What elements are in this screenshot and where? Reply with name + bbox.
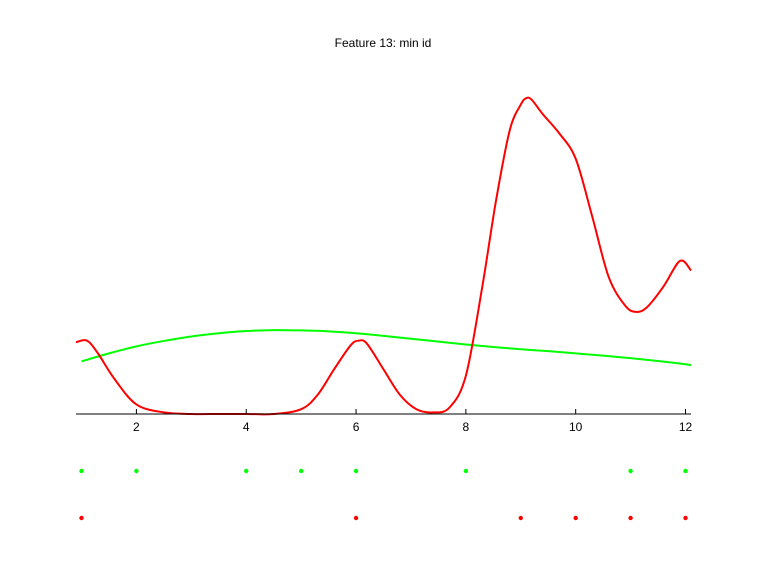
green-point [463, 468, 469, 474]
x-tick-label: 4 [243, 420, 250, 434]
x-axis-ticks: 2 4 6 8 10 12 [133, 409, 693, 434]
green-series-line [81, 329, 692, 367]
red-series-line [75, 96, 692, 416]
red-point [683, 515, 688, 521]
red-point [628, 515, 633, 521]
green-point [79, 468, 84, 474]
red-point [518, 515, 523, 521]
green-point [683, 468, 688, 474]
x-tick-label: 2 [133, 420, 140, 434]
red-point [79, 515, 84, 521]
red-point [353, 515, 359, 521]
x-tick-label: 6 [353, 420, 360, 434]
green-point [353, 468, 359, 474]
points-layer [79, 468, 688, 521]
x-tick-label: 8 [463, 420, 470, 434]
green-point [298, 468, 304, 474]
x-tick-label: 10 [569, 420, 583, 434]
x-tick-label: 12 [679, 420, 693, 434]
green-point [134, 468, 139, 474]
series-layer [75, 96, 692, 416]
green-point [628, 468, 633, 474]
chart-title: Feature 13: min id [335, 36, 432, 50]
red-point [573, 515, 578, 521]
green-point [244, 468, 249, 474]
